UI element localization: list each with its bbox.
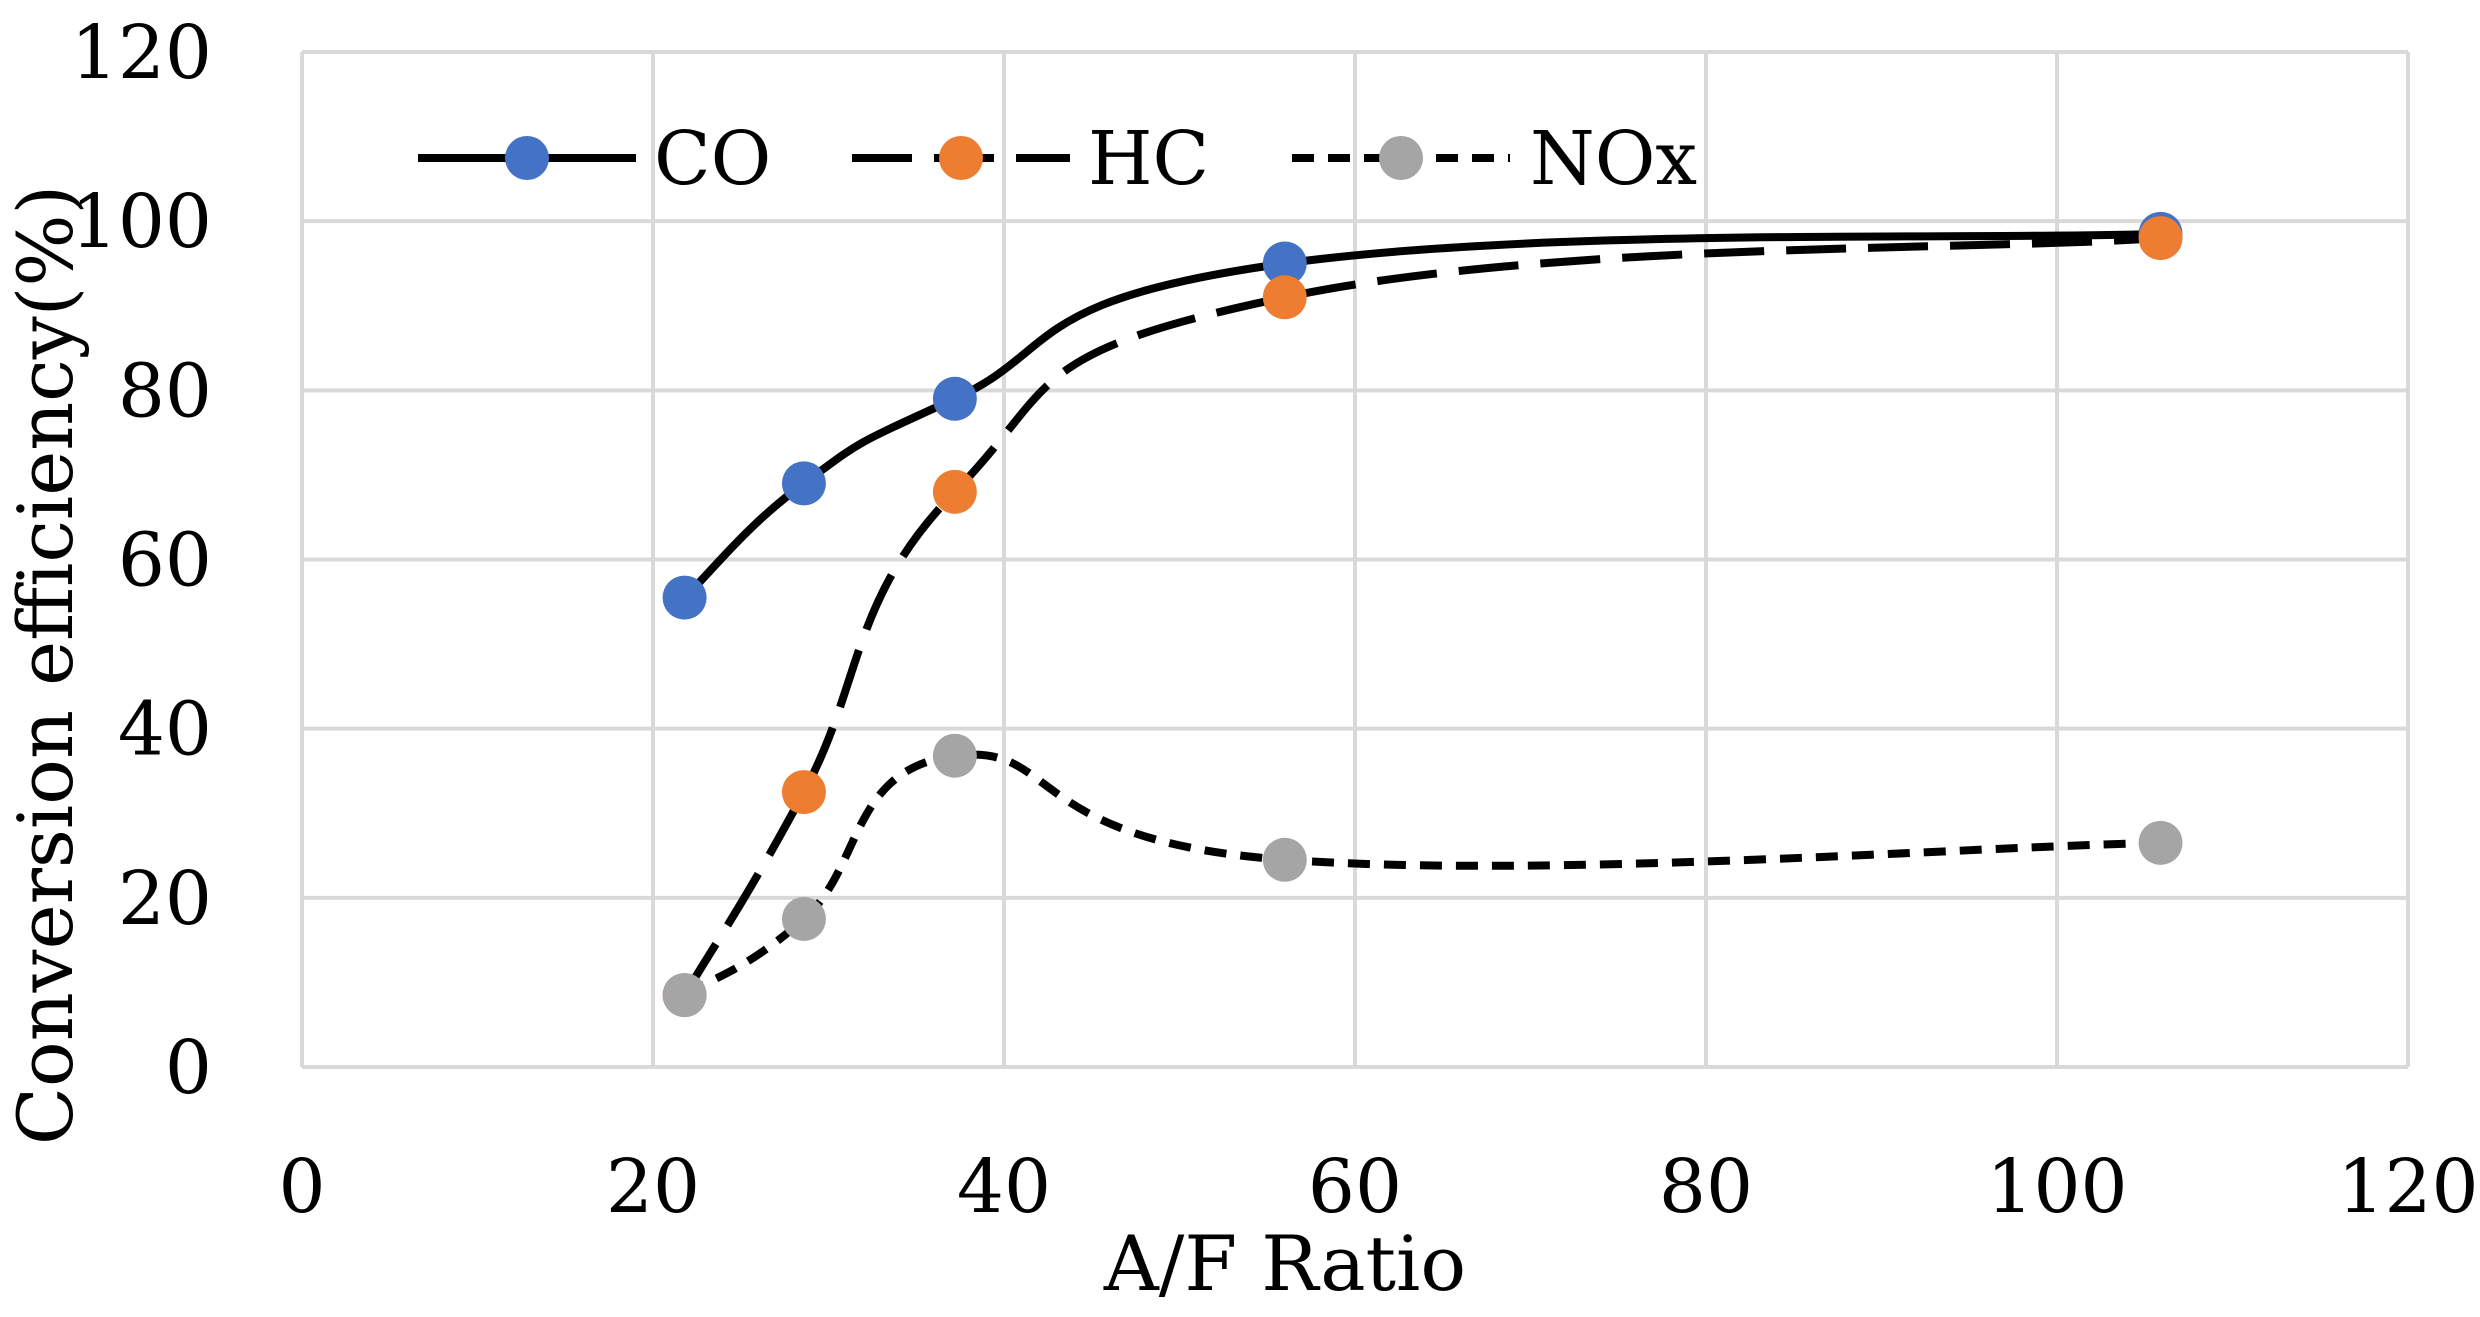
legend-item-nox: NOx — [1292, 116, 1697, 202]
legend: CO HC NOx — [418, 116, 1697, 202]
grid-lines — [300, 50, 2410, 1069]
data-point-co — [781, 461, 826, 506]
data-point-nox — [781, 896, 826, 941]
x-axis-title: A/F Ratio — [1103, 1219, 1466, 1308]
y-tick-label: 20 — [118, 856, 212, 942]
data-point-nox — [2138, 820, 2183, 865]
x-tick-label: 80 — [1659, 1144, 1753, 1230]
x-tick-label: 100 — [1986, 1144, 2127, 1230]
data-point-co — [1262, 241, 1307, 286]
legend-marker — [1379, 136, 1423, 180]
data-point-hc — [932, 469, 977, 514]
legend-label: CO — [654, 116, 771, 202]
y-tick-label: 120 — [71, 10, 212, 96]
x-tick-label: 40 — [957, 1144, 1051, 1230]
series-line-hc — [681, 234, 2161, 998]
y-tick-label: 40 — [118, 687, 212, 773]
data-point-nox — [932, 733, 977, 778]
x-tick-label: 20 — [606, 1144, 700, 1230]
y-tick-label: 0 — [165, 1025, 212, 1111]
data-point-hc — [781, 770, 826, 815]
legend-item-co: CO — [418, 116, 771, 202]
data-point-nox — [662, 973, 707, 1018]
data-point-nox — [1262, 837, 1307, 882]
data-point-co — [932, 376, 977, 421]
series-line-nox — [682, 750, 2161, 999]
y-tick-label: 60 — [118, 518, 212, 604]
x-tick-labels: 0 20 40 60 80 100 120 — [278, 1144, 2478, 1230]
y-tick-label: 80 — [118, 348, 212, 434]
x-tick-label: 120 — [2337, 1144, 2478, 1230]
legend-marker — [939, 136, 983, 180]
legend-item-hc: HC — [852, 116, 1209, 202]
data-point-hc — [1262, 275, 1307, 320]
x-tick-label: 60 — [1308, 1144, 1402, 1230]
legend-label: HC — [1088, 116, 1209, 202]
y-tick-labels: 0 20 40 60 80 100 120 — [71, 10, 212, 1111]
data-point-co — [662, 575, 707, 620]
legend-marker — [505, 136, 549, 180]
series-markers — [662, 211, 2183, 1018]
data-point-hc — [2138, 216, 2183, 261]
y-tick-label: 100 — [71, 179, 212, 265]
x-tick-label: 0 — [278, 1144, 325, 1230]
y-axis-title: Conversion efficiency(%) — [1, 185, 90, 1145]
legend-label: NOx — [1530, 116, 1697, 202]
